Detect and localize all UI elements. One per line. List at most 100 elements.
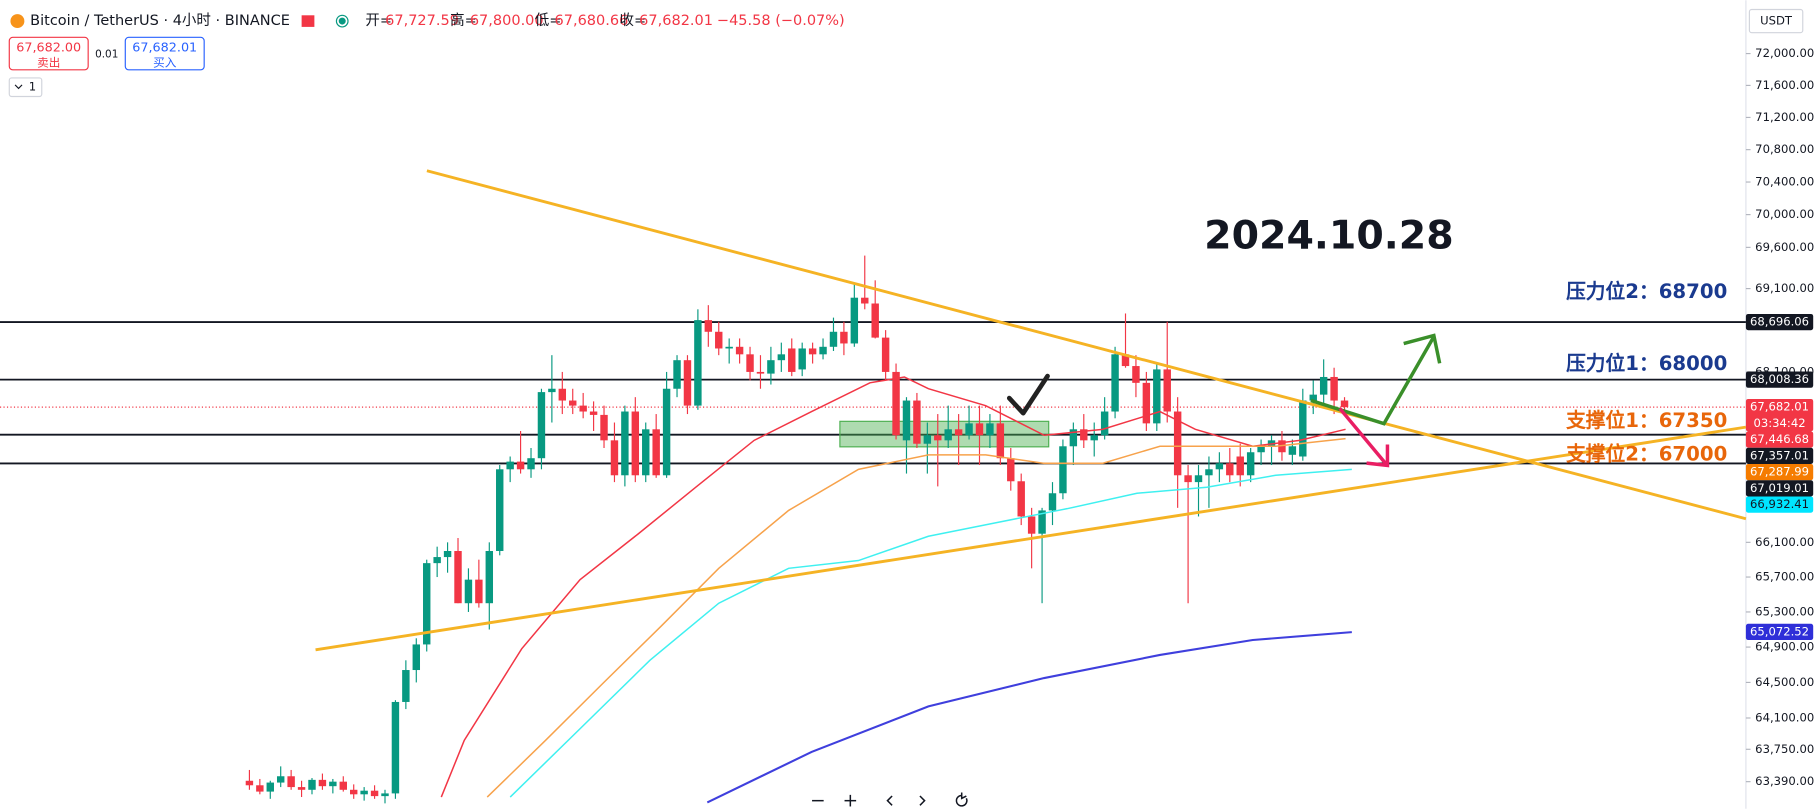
candle-body <box>1163 369 1171 412</box>
candle-body <box>516 461 525 470</box>
currency-button[interactable] <box>1748 8 1804 34</box>
candle-body <box>548 388 556 393</box>
y-tick-label: 69,100.00 <box>1755 281 1814 295</box>
candle-body <box>256 785 264 792</box>
candle-body <box>412 644 421 671</box>
price-tag <box>1745 371 1814 388</box>
price-tag <box>1745 496 1814 513</box>
candle-body <box>329 781 337 787</box>
candle-body <box>996 423 1005 459</box>
symbol[interactable]: Bitcoin / TetherUS · 4小时 · BINANCE <box>30 12 290 29</box>
indicator-toggle[interactable] <box>8 77 43 98</box>
candle-body <box>965 423 973 436</box>
y-tick-label: 63,750.00 <box>1755 742 1814 756</box>
candle-body <box>297 787 306 790</box>
candle-body <box>746 354 754 372</box>
price-tag <box>1745 447 1814 464</box>
candle-body <box>913 400 921 444</box>
candle-body <box>1246 452 1255 476</box>
status-ring <box>335 14 349 28</box>
zone-box <box>839 420 1050 448</box>
resistance-label: 压力位2：68700 <box>1566 280 1727 303</box>
green-arrow-head <box>1403 333 1442 364</box>
y-tick-label: 70,000.00 <box>1755 207 1814 221</box>
buy-button[interactable] <box>124 36 205 71</box>
candle-body <box>808 348 817 355</box>
candle-body <box>673 360 681 389</box>
candle-body <box>1069 429 1078 447</box>
ohlc-value: 67,682.01 <box>639 13 713 29</box>
candle-body <box>496 469 504 551</box>
candle-body <box>506 461 514 470</box>
candle-body <box>1080 429 1088 441</box>
ohlc-value: 67,727.59 <box>385 13 459 29</box>
sell-button[interactable] <box>8 36 89 71</box>
scroll-left[interactable] <box>886 795 893 806</box>
candle-body <box>819 346 827 355</box>
candle-body <box>902 400 911 441</box>
candle-body <box>652 429 660 476</box>
candle-body <box>579 405 587 412</box>
plot <box>245 255 1352 804</box>
candle-body <box>266 782 274 792</box>
candle-body <box>621 411 629 476</box>
candle-body <box>881 337 890 372</box>
y-tick-label: 66,100.00 <box>1755 535 1814 549</box>
candle-body <box>287 776 295 788</box>
toolbar <box>812 792 968 807</box>
candle-body <box>1007 458 1015 482</box>
flag-icon[interactable] <box>301 15 315 27</box>
y-tick-label: 64,100.00 <box>1755 710 1814 724</box>
candle-body <box>339 781 347 790</box>
candle-body <box>537 392 546 459</box>
candle-body <box>871 303 879 338</box>
candle-body <box>1121 354 1130 367</box>
candle-body <box>1215 463 1224 470</box>
candle-body <box>798 348 806 370</box>
ohlc-key: 开= <box>365 13 392 29</box>
scroll-right[interactable] <box>919 795 926 806</box>
candle-body <box>631 411 640 476</box>
price-axis: 72,000.00 71,600.00 71,200.00 70,800.00 70,4… <box>1745 46 1814 788</box>
support-label: 支撑位1：67350 <box>1565 409 1727 432</box>
candle-body <box>423 563 431 645</box>
candle-body <box>360 790 368 795</box>
price-tag-label: 68,008.36 <box>1750 372 1809 386</box>
candle-body <box>1330 376 1338 401</box>
price-tag-label: 67,446.68 <box>1750 432 1809 446</box>
change: −45.58 (−0.07%) <box>717 13 845 29</box>
ohlc-value: 67,800.00 <box>470 13 544 29</box>
candle-body <box>683 360 692 406</box>
reset[interactable] <box>955 792 968 807</box>
candle-body <box>1184 475 1192 483</box>
candle-body <box>610 440 619 476</box>
countdown: 03:34:42 <box>1754 416 1806 430</box>
candle-body <box>1090 435 1098 441</box>
candle-body <box>694 320 702 406</box>
candle-body <box>1059 446 1067 494</box>
candle-body <box>443 550 452 558</box>
price-tag <box>1745 463 1814 481</box>
candle-body <box>954 429 963 436</box>
candle-body <box>370 790 379 797</box>
price-tag-label: 67,357.01 <box>1750 448 1809 462</box>
y-tick-label: 63,390.00 <box>1755 774 1814 788</box>
candle-body <box>464 579 473 604</box>
candle-body <box>1100 411 1109 436</box>
candle-body <box>986 423 994 436</box>
candle-body <box>1226 463 1234 476</box>
candle-body <box>1111 354 1119 412</box>
candle-body <box>704 320 713 332</box>
ohlc-legend: 开=67,727.59高=67,800.00低=67,680.66收=67,68… <box>365 12 713 29</box>
candle-body <box>1194 475 1203 483</box>
candle-body <box>892 371 900 436</box>
spread: 0.01 <box>95 49 118 61</box>
y-tick-label: 64,900.00 <box>1755 640 1814 654</box>
candle-body <box>1309 394 1317 401</box>
candle-body <box>923 435 932 444</box>
red-arrow-head <box>1366 444 1390 468</box>
y-tick-label: 71,200.00 <box>1755 110 1814 124</box>
support-label: 支撑位2：67000 <box>1565 442 1727 465</box>
